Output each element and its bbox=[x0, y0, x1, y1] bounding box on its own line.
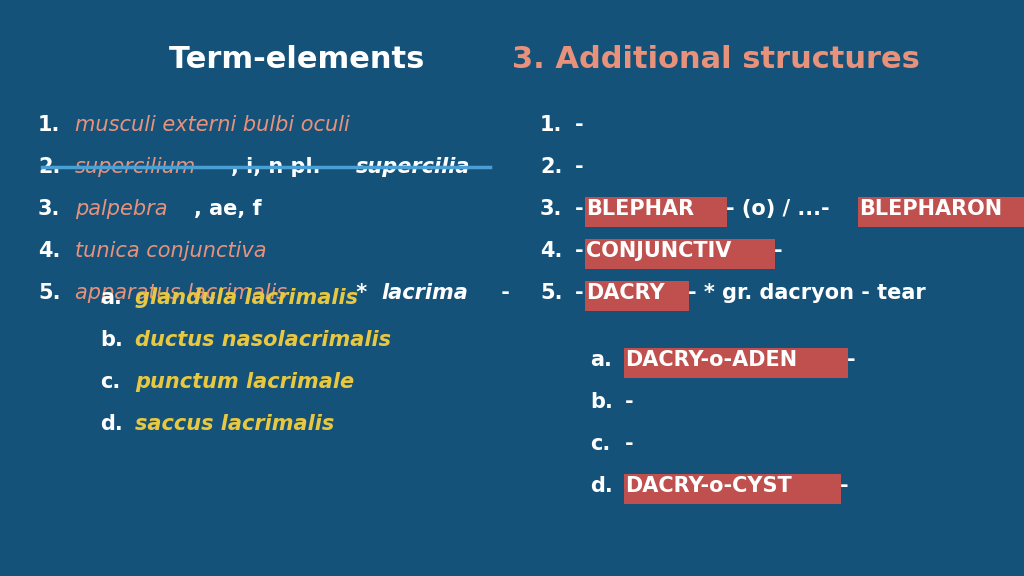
Text: ductus nasolacrimalis: ductus nasolacrimalis bbox=[135, 330, 391, 350]
Text: *: * bbox=[349, 283, 374, 303]
Text: CONJUNCTIV: CONJUNCTIV bbox=[586, 241, 731, 261]
Text: -: - bbox=[575, 199, 584, 219]
Text: 2.: 2. bbox=[540, 157, 562, 177]
FancyBboxPatch shape bbox=[624, 474, 841, 504]
Text: -: - bbox=[575, 283, 584, 303]
Text: d.: d. bbox=[100, 414, 123, 434]
Text: 2.: 2. bbox=[38, 157, 60, 177]
FancyBboxPatch shape bbox=[624, 348, 848, 378]
Text: apparatus lacrimalis: apparatus lacrimalis bbox=[75, 283, 287, 303]
FancyBboxPatch shape bbox=[858, 197, 1024, 227]
Text: DACRY-o-CYST: DACRY-o-CYST bbox=[625, 476, 792, 496]
Text: glandula lacrimalis: glandula lacrimalis bbox=[135, 288, 358, 308]
Text: supercilium: supercilium bbox=[75, 157, 197, 177]
Text: BLEPHAR: BLEPHAR bbox=[586, 199, 694, 219]
Text: 3.: 3. bbox=[38, 199, 60, 219]
Text: 4.: 4. bbox=[38, 241, 60, 261]
FancyBboxPatch shape bbox=[585, 239, 775, 269]
Text: -: - bbox=[575, 115, 584, 135]
FancyBboxPatch shape bbox=[585, 197, 727, 227]
Text: lacrima: lacrima bbox=[382, 283, 469, 303]
Text: -: - bbox=[625, 392, 634, 412]
FancyBboxPatch shape bbox=[585, 281, 688, 311]
Text: c.: c. bbox=[100, 372, 120, 392]
Text: 1.: 1. bbox=[540, 115, 562, 135]
Text: b.: b. bbox=[590, 392, 613, 412]
Text: DACRY-o-ADEN: DACRY-o-ADEN bbox=[625, 350, 797, 370]
Text: 5.: 5. bbox=[540, 283, 562, 303]
Text: DACRY: DACRY bbox=[586, 283, 665, 303]
Text: 5.: 5. bbox=[38, 283, 60, 303]
Text: -: - bbox=[625, 434, 634, 454]
Text: BLEPHARON: BLEPHARON bbox=[859, 199, 1002, 219]
Text: supercilia: supercilia bbox=[356, 157, 471, 177]
Text: -: - bbox=[840, 476, 849, 496]
Text: tunica conjunctiva: tunica conjunctiva bbox=[75, 241, 266, 261]
Text: 4.: 4. bbox=[540, 241, 562, 261]
Text: saccus lacrimalis: saccus lacrimalis bbox=[135, 414, 334, 434]
Text: - (o) / ...-: - (o) / ...- bbox=[726, 199, 829, 219]
Text: punctum lacrimale: punctum lacrimale bbox=[135, 372, 354, 392]
Text: 3.: 3. bbox=[540, 199, 562, 219]
Text: -: - bbox=[847, 350, 856, 370]
Text: -: - bbox=[774, 241, 782, 261]
Text: a.: a. bbox=[590, 350, 612, 370]
Text: b.: b. bbox=[100, 330, 123, 350]
Text: Term-elements: Term-elements bbox=[169, 45, 435, 74]
Text: c.: c. bbox=[590, 434, 610, 454]
Text: -: - bbox=[575, 157, 584, 177]
Text: a.: a. bbox=[100, 288, 122, 308]
Text: musculi externi bulbi oculi: musculi externi bulbi oculi bbox=[75, 115, 350, 135]
Text: -: - bbox=[494, 283, 510, 303]
Text: -: - bbox=[575, 241, 584, 261]
Text: d.: d. bbox=[590, 476, 612, 496]
Text: 1.: 1. bbox=[38, 115, 60, 135]
Text: 3. Additional structures: 3. Additional structures bbox=[512, 45, 920, 74]
Text: - * gr. dacryon - tear: - * gr. dacryon - tear bbox=[687, 283, 926, 303]
Text: palpebra: palpebra bbox=[75, 199, 168, 219]
Text: , i, n pl.: , i, n pl. bbox=[231, 157, 329, 177]
Text: , ae, f: , ae, f bbox=[195, 199, 262, 219]
